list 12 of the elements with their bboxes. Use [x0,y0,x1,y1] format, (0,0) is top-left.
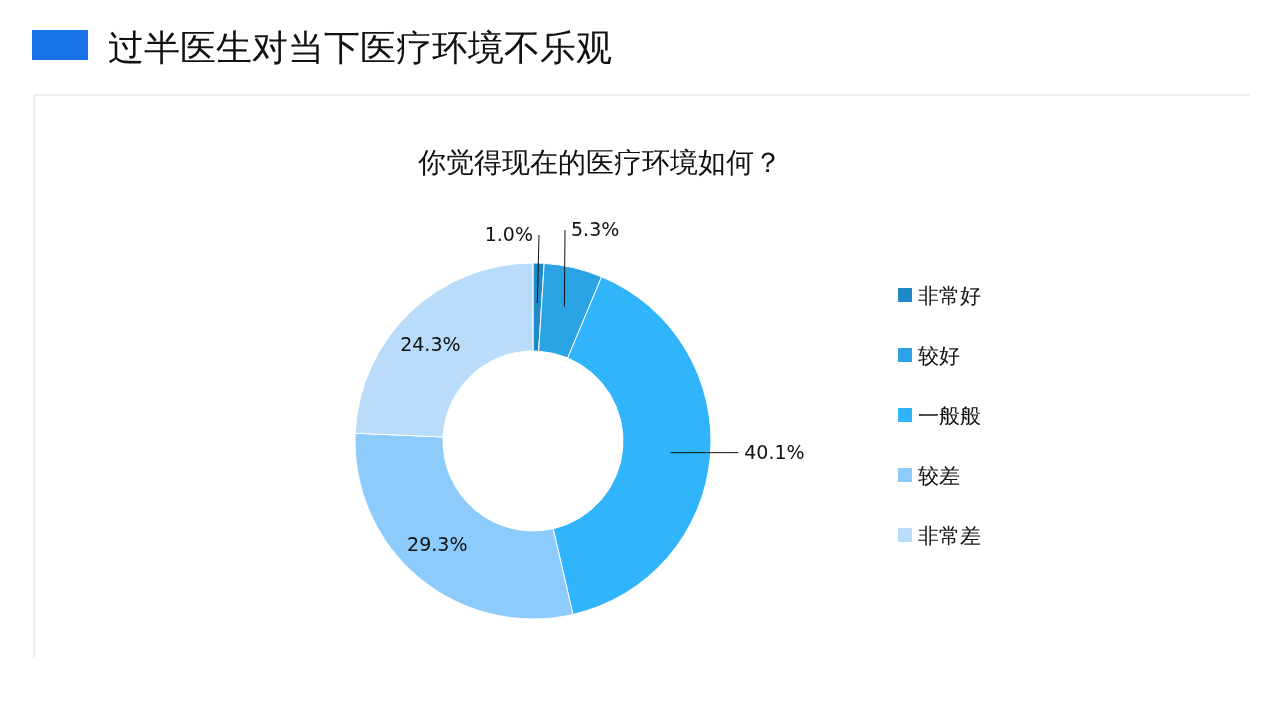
legend-label: 非常好 [918,284,981,308]
data-label: 1.0% [484,223,533,245]
legend-label: 较差 [918,464,960,488]
legend-label: 较好 [918,344,960,368]
legend-label: 一般般 [918,404,981,428]
data-label: 40.1% [744,440,805,463]
data-label: 24.3% [400,333,461,356]
chart-subtitle: 你觉得现在的医疗环境如何？ [417,146,782,179]
data-label: 29.3% [407,532,468,555]
legend-label: 非常差 [918,524,981,548]
chart-title: 过半医生对当下医疗环境不乐观 [108,27,612,68]
data-label: 5.3% [571,218,620,240]
